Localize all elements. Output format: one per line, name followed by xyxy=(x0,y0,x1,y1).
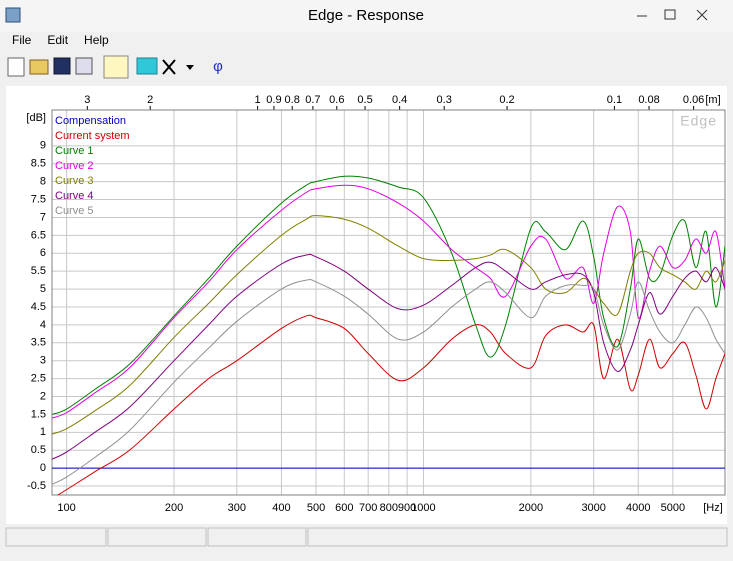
y-tick-label: 7 xyxy=(40,211,46,223)
tool-delete[interactable] xyxy=(162,59,176,75)
legend-entry: Curve 3 xyxy=(55,175,94,187)
status-pane xyxy=(5,527,107,547)
top-tick-label: 3 xyxy=(84,94,90,106)
series-line xyxy=(52,253,725,460)
menu-item[interactable]: File xyxy=(12,33,32,47)
top-tick-label: 0.4 xyxy=(392,94,407,106)
menu-item[interactable]: Edit xyxy=(47,33,68,47)
top-tick-label: 0.1 xyxy=(607,94,622,106)
x-tick-label: 900 xyxy=(398,502,416,514)
y-tick-label: 6 xyxy=(40,247,46,259)
x-tick-label: 400 xyxy=(272,502,290,514)
series-line xyxy=(52,215,725,435)
y-tick-label: 5.5 xyxy=(31,265,46,277)
x-unit: [Hz] xyxy=(703,502,723,514)
title-bar xyxy=(0,0,733,32)
x-tick-label: 2000 xyxy=(519,502,543,514)
chart-panel xyxy=(6,86,727,524)
y-tick-label: 9 xyxy=(40,140,46,152)
x-tick-label: 600 xyxy=(335,502,353,514)
tool-new[interactable] xyxy=(7,57,25,77)
x-tick-label: 3000 xyxy=(581,502,605,514)
top-tick-label: 0.6 xyxy=(329,94,344,106)
legend-entry: Current system xyxy=(55,130,130,142)
tool-dropdown[interactable] xyxy=(186,65,194,70)
y-tick-label: 4 xyxy=(40,319,46,331)
toolbar: φ xyxy=(7,55,223,79)
top-tick-label: 2 xyxy=(147,94,153,106)
tool-copy[interactable] xyxy=(75,57,93,75)
y-tick-label: 2 xyxy=(40,390,46,402)
series-line xyxy=(52,278,725,485)
status-pane xyxy=(207,527,307,547)
y-tick-label: 6.5 xyxy=(31,229,46,241)
legend-entry: Curve 4 xyxy=(55,190,94,202)
legend-entry: Curve 1 xyxy=(55,145,94,157)
window-title: Edge - Response xyxy=(308,7,424,24)
x-tick-label: 1000 xyxy=(411,502,435,514)
y-tick-label: 7.5 xyxy=(31,193,46,205)
y-tick-label: 1.5 xyxy=(31,408,46,420)
top-tick-label: 0.2 xyxy=(499,94,514,106)
plot: -0.5 0 0.5 1 1.5 2 2.5 3 3.5 4 4.5 5 5.5 6 6.5 7 7.5 8 8.5… xyxy=(26,94,726,514)
top-tick-label: 0.3 xyxy=(437,94,452,106)
menu-bar: File Edit Help xyxy=(12,33,109,47)
tool-pen[interactable] xyxy=(103,55,129,79)
legend-entry: Curve 5 xyxy=(55,205,94,217)
top-tick-label: 1 xyxy=(255,94,261,106)
top-tick-label: 0.06 xyxy=(683,94,704,106)
watermark: Edge xyxy=(680,113,717,129)
app-icon xyxy=(5,7,21,23)
tool-phase[interactable]: φ xyxy=(213,58,223,75)
top-tick-label: 0.08 xyxy=(638,94,659,106)
y-tick-label: -0.5 xyxy=(27,480,46,492)
x-tick-label: 5000 xyxy=(661,502,685,514)
x-tick-label: 300 xyxy=(228,502,246,514)
y-tick-label: 8.5 xyxy=(31,158,46,170)
y-tick-label: 5 xyxy=(40,283,46,295)
x-tick-label: 700 xyxy=(359,502,377,514)
x-tick-label: 800 xyxy=(380,502,398,514)
y-tick-label: 2.5 xyxy=(31,373,46,385)
series-line xyxy=(52,184,725,419)
y-tick-label: 8 xyxy=(40,176,46,188)
tool-open[interactable] xyxy=(29,59,49,75)
series-line xyxy=(52,175,725,415)
x-tick-label: 500 xyxy=(307,502,325,514)
window-controls[interactable] xyxy=(637,9,708,21)
tool-save[interactable] xyxy=(53,57,71,75)
menu-item[interactable]: Help xyxy=(84,33,109,47)
status-pane xyxy=(307,527,728,547)
close[interactable] xyxy=(696,9,708,21)
legend-entry: Compensation xyxy=(55,115,126,127)
x-tick-label: 100 xyxy=(57,502,75,514)
y-tick-label: 3.5 xyxy=(31,337,46,349)
x-tick-label: 200 xyxy=(165,502,183,514)
tool-view[interactable] xyxy=(136,57,158,75)
status-bar xyxy=(5,527,728,547)
maximize[interactable] xyxy=(664,9,676,20)
y-unit: [dB] xyxy=(26,112,46,124)
y-tick-label: 0.5 xyxy=(31,444,46,456)
y-tick-label: 3 xyxy=(40,355,46,367)
y-tick-label: 1 xyxy=(40,426,46,438)
legend-entry: Curve 2 xyxy=(55,160,94,172)
top-tick-label: 0.9 xyxy=(266,94,281,106)
y-tick-label: 4.5 xyxy=(31,301,46,313)
top-x-unit: [m] xyxy=(705,94,720,106)
top-tick-label: 0.7 xyxy=(305,94,320,106)
x-tick-label: 4000 xyxy=(626,502,650,514)
top-tick-label: 0.8 xyxy=(285,94,300,106)
series-line xyxy=(56,314,725,495)
plot-frame xyxy=(51,109,726,496)
top-tick-label: 0.5 xyxy=(357,94,372,106)
status-pane xyxy=(107,527,207,547)
y-tick-label: 0 xyxy=(40,462,46,474)
